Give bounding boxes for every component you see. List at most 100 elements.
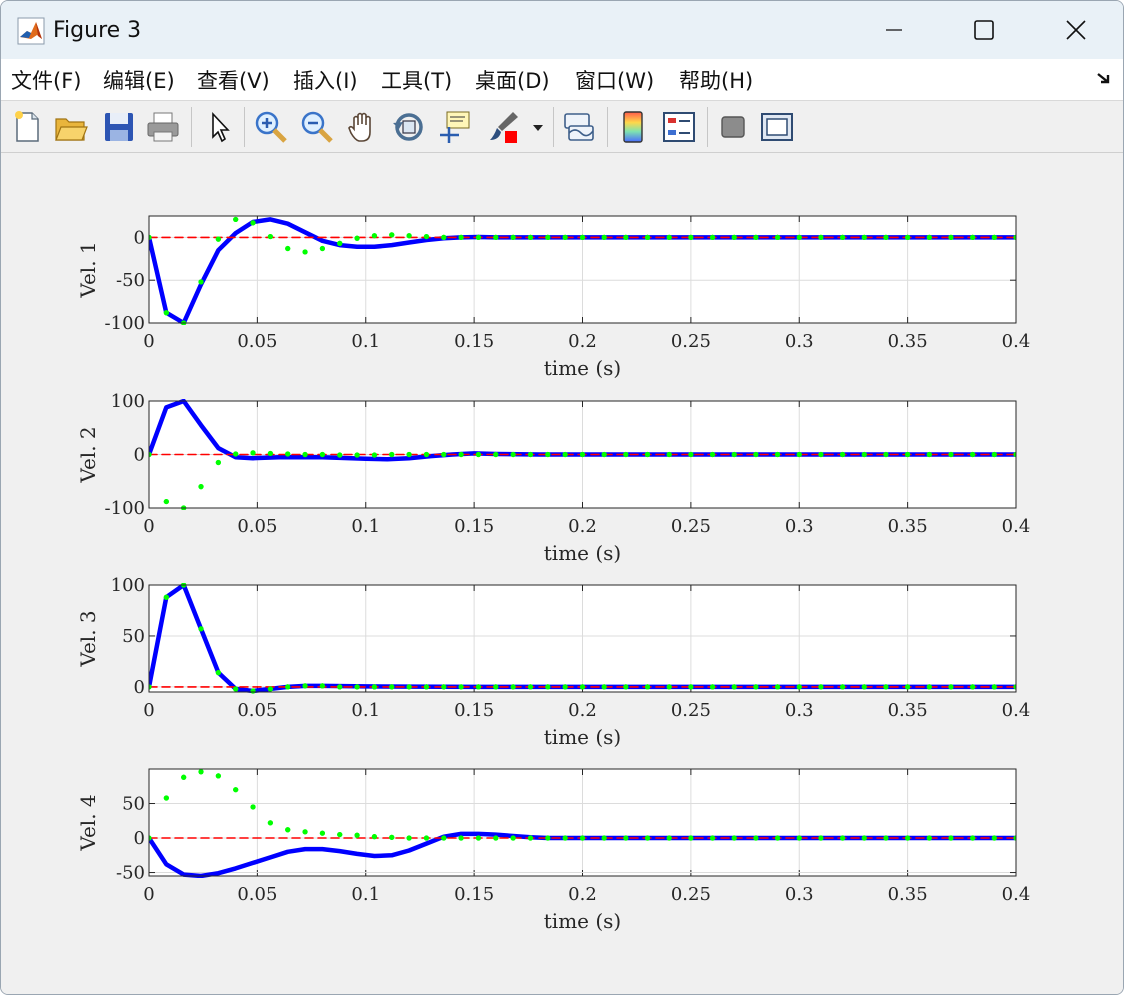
estimate-point [796,234,802,240]
estimate-point [371,834,378,840]
x-tick-label: 0.25 [671,700,711,721]
estimate-point [250,450,256,456]
estimate-point [644,451,651,458]
estimate-point [774,451,781,458]
y-tick-label: 50 [122,794,145,815]
estimate-point [666,835,672,841]
estimate-point [731,451,737,458]
x-tick-label: 0.25 [671,516,711,537]
estimate-point [840,451,846,458]
estimate-point [883,835,889,841]
x-tick-label: 0.2 [568,331,597,352]
estimate-point [423,451,430,458]
estimate-point [527,451,534,458]
zoom-in-icon[interactable] [253,109,289,145]
estimate-point [233,451,239,457]
estimate-point [475,234,482,240]
y-tick-label: 50 [122,626,145,647]
x-tick-label: 0.15 [454,331,494,352]
estimate-point [149,451,152,458]
brush-icon[interactable] [485,109,521,145]
estimate-point [149,835,152,841]
x-tick-label: 0.35 [888,516,928,537]
maximize-icon [974,20,994,40]
estimate-point [753,451,759,458]
new-figure-icon[interactable] [9,109,45,145]
x-tick-label: 0.15 [454,700,494,721]
menu-help[interactable]: 帮助(H) [679,69,754,93]
estimate-point [948,451,954,458]
estimate-point [688,684,694,690]
estimate-point [1013,234,1016,240]
estimate-point [371,684,378,690]
x-tick-label: 0.4 [1002,700,1031,721]
estimate-point [250,688,256,694]
menu-file[interactable]: 文件(F) [11,69,82,93]
estimate-point [215,236,221,242]
estimate-point [389,451,395,458]
x-tick-label: 0 [143,884,154,905]
estimate-point [970,835,976,841]
estimate-point [181,774,187,780]
minimize-button[interactable] [849,1,939,59]
estimate-point [198,769,204,775]
menu-view[interactable]: 查看(V) [197,69,270,93]
show-plot-tools-icon[interactable] [759,109,795,145]
estimate-point [991,234,997,240]
estimate-point [406,451,412,458]
x-tick-label: 0.05 [237,884,277,905]
title-bar[interactable]: Figure 3 [1,1,1123,59]
x-tick-label: 0.25 [671,884,711,905]
estimate-point [753,234,759,240]
edit-plot-arrow-icon[interactable] [203,109,239,145]
menu-desktop[interactable]: 桌面(D) [475,69,550,93]
estimate-point [475,835,482,841]
menu-tools[interactable]: 工具(T) [381,69,453,93]
y-tick-label: 0 [134,828,145,849]
estimate-point [688,451,694,458]
estimate-point [926,835,932,841]
estimate-point [861,684,867,690]
link-plot-icon[interactable] [561,109,597,145]
menu-insert[interactable]: 插入(I) [293,69,358,93]
x-axis-label: time (s) [544,909,621,933]
open-file-icon[interactable] [53,109,89,145]
y-axis-label: Vel. 2 [76,426,100,483]
legend-icon[interactable] [661,109,697,145]
close-button[interactable] [1031,1,1121,59]
estimate-point [441,835,447,841]
subplot-3: 0 0.05 0.1 0.15 0.2 0.25 0.3 0.35 0.4 0 50 100 time … [76,575,1030,749]
maximize-button[interactable] [939,1,1029,59]
print-icon[interactable] [145,109,181,145]
x-tick-label: 0.1 [351,884,380,905]
zoom-out-icon[interactable] [299,109,335,145]
brush-dropdown-icon[interactable] [527,109,549,145]
estimate-point [302,249,308,255]
menu-window[interactable]: 窗口(W) [575,69,655,93]
estimate-point [441,684,447,690]
estimate-point [527,684,534,690]
figure-canvas[interactable]: 0 0.05 0.1 0.15 0.2 0.25 0.3 0.35 0.4 -100 -50 0 tim… [1,154,1123,994]
dock-arrow-icon[interactable] [1095,69,1113,87]
hide-plot-tools-icon[interactable] [715,109,751,145]
y-tick-label: -100 [105,313,145,334]
estimate-point [926,451,932,458]
estimate-point [883,234,889,240]
x-tick-label: 0.05 [237,331,277,352]
x-tick-label: 0.15 [454,884,494,905]
data-cursor-icon[interactable] [437,109,473,145]
estimate-point [861,234,867,240]
menu-edit[interactable]: 编辑(E) [103,69,175,93]
x-axis-label: time (s) [544,356,621,380]
estimate-point [458,684,464,690]
pan-hand-icon[interactable] [345,109,381,145]
rotate-3d-icon[interactable] [391,109,427,145]
estimate-point [991,684,997,690]
estimate-point [731,835,737,841]
estimate-point [905,451,911,458]
colorbar-icon[interactable] [615,109,651,145]
estimate-point [458,835,464,841]
save-icon[interactable] [101,109,137,145]
estimate-point [818,234,824,240]
estimate-point [601,835,607,841]
